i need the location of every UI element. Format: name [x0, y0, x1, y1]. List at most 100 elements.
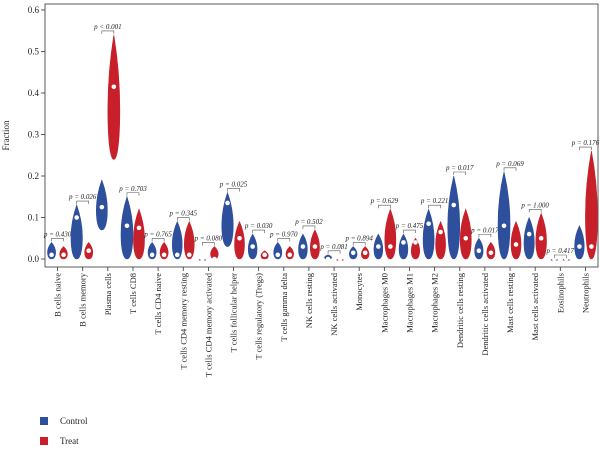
treat-violin — [459, 208, 472, 260]
pvalue-bracket — [503, 167, 517, 171]
x-tick-label: Macrophages M2 — [430, 273, 440, 333]
pvalue-label: p = 0.475 — [395, 222, 424, 230]
x-tick-label: Mast cells resting — [505, 272, 515, 333]
x-tick-label: NK cells activated — [329, 272, 339, 336]
y-tick-label: 0.5 — [28, 47, 40, 57]
treat-median-dot — [312, 244, 318, 249]
y-tick-label: 0.4 — [28, 88, 40, 98]
y-tick-label: 0.6 — [28, 5, 40, 15]
control-median-dot — [99, 204, 105, 210]
pvalue-bracket — [428, 204, 441, 209]
x-tick-label: Dendritic cells resting — [455, 272, 465, 348]
pvalue-label: p = 0.025 — [219, 181, 248, 189]
control-median-dot — [275, 252, 281, 258]
treat-median-dot — [463, 235, 469, 241]
pvalue-label: p = 0.417 — [546, 247, 575, 255]
violin-chart: 0.0 0.1 0.2 0.3 0.4 0.5 0.6 Fraction p = 0.430 B … — [1, 3, 600, 377]
x-tick-label: Macrophages M1 — [404, 273, 414, 333]
pvalue-bracket — [227, 188, 240, 192]
control-median-dot — [250, 244, 255, 249]
x-tick-label: B cells memory — [78, 272, 88, 327]
pvalue-bracket — [176, 217, 190, 221]
x-tick-label: T cells CD8 — [128, 273, 138, 314]
pvalue-bracket — [51, 238, 64, 242]
x-tick-label: Macrophages M0 — [379, 273, 389, 333]
pvalue-label: p = 1.000 — [520, 201, 549, 209]
pvalue-label: p = 0.970 — [269, 230, 298, 238]
legend-swatch-control — [40, 417, 48, 425]
treat-median-dot — [488, 250, 494, 256]
treat-median-dot — [237, 235, 242, 241]
pvalue-bracket — [126, 192, 140, 196]
treat-median-dot — [538, 235, 544, 241]
treat-median-dot — [287, 252, 293, 258]
treat-median-dot — [362, 250, 368, 256]
pvalue-label: p = 0.894 — [344, 235, 373, 243]
pvalue-label: p = 0.081 — [319, 243, 347, 251]
legend: Control Treat — [40, 414, 88, 454]
control-violin — [398, 233, 409, 260]
pvalue-label: p = 0.017 — [470, 226, 499, 234]
control-median-dot — [225, 200, 230, 206]
control-violin — [447, 175, 461, 260]
treat-median-dot — [86, 248, 92, 253]
pvalue-label: p = 0.080 — [194, 235, 223, 243]
control-violin — [497, 171, 511, 260]
control-median-dot — [149, 252, 155, 258]
pvalue-label: p = 0.017 — [445, 164, 474, 172]
y-tick-label: 0.0 — [28, 254, 40, 264]
control-median-dot — [476, 248, 482, 253]
treat-violin — [435, 220, 446, 260]
pvalue-label: p = 0.430 — [43, 230, 72, 238]
y-tick-label: 0.3 — [28, 130, 40, 140]
control-median-dot — [577, 244, 582, 249]
legend-label-control: Control — [60, 416, 88, 426]
control-median-dot — [300, 244, 306, 249]
treat-median-dot — [438, 229, 443, 235]
treat-violin — [133, 208, 145, 260]
treat-violin — [510, 220, 522, 260]
treat-median-dot — [136, 225, 142, 231]
control-violin — [221, 191, 234, 247]
pvalue-label: p = 0.026 — [68, 193, 97, 201]
control-median-dot — [551, 256, 557, 262]
control-median-dot — [174, 252, 180, 258]
control-median-dot — [74, 215, 80, 220]
control-median-dot — [49, 252, 54, 258]
treat-violin — [410, 237, 421, 260]
pvalue-bracket — [553, 254, 567, 258]
pvalue-bracket — [76, 200, 90, 205]
control-violin — [523, 216, 535, 260]
pvalue-label: p = 0.069 — [495, 160, 524, 168]
pvalue-bracket — [528, 209, 542, 213]
legend-label-treat: Treat — [60, 436, 79, 446]
pvalue-label: p = 0.703 — [118, 185, 147, 193]
pvalue-bracket — [202, 242, 215, 246]
control-median-dot — [200, 256, 205, 262]
control-median-dot — [325, 256, 331, 262]
control-median-dot — [401, 240, 406, 245]
control-median-dot — [451, 202, 457, 208]
x-tick-label: B cells naive — [53, 273, 63, 317]
control-median-dot — [124, 223, 130, 229]
pvalue-bracket — [151, 238, 165, 242]
control-median-dot — [501, 223, 507, 229]
treat-median-dot — [563, 256, 569, 262]
treat-median-dot — [413, 240, 418, 245]
legend-item-treat: Treat — [40, 434, 88, 448]
control-median-dot — [526, 231, 532, 237]
legend-swatch-treat — [40, 437, 48, 445]
pvalue-label: p = 0.176 — [571, 139, 600, 147]
control-median-dot — [350, 250, 356, 256]
pvalue-bracket — [101, 30, 115, 34]
x-tick-label: NK cells resting — [304, 272, 314, 328]
x-tick-label: T cells regulatory (Tregs) — [254, 273, 264, 360]
x-tick-label: T cells CD4 memory activated — [203, 272, 213, 377]
pvalue-bracket — [277, 238, 291, 242]
x-tick-label: Eosinophils — [555, 273, 565, 313]
y-tick-label: 0.1 — [28, 213, 39, 223]
x-tick-label: Mast cells activated — [530, 272, 540, 340]
pvalue-label: p = 0.030 — [244, 222, 273, 230]
treat-median-dot — [61, 252, 66, 258]
treat-median-dot — [111, 84, 117, 90]
